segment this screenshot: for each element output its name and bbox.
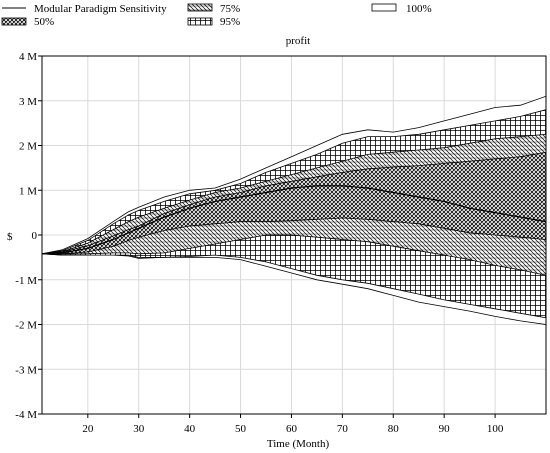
y-ticks: 4 M 3 M 2 M 1 M 0 -1 M -2 M -3 M -4 M xyxy=(15,51,42,421)
legend-swatch-100 xyxy=(371,3,397,12)
legend-label-line: Modular Paradigm Sensitivity xyxy=(34,3,167,15)
x-axis-label: Time (Month) xyxy=(267,438,330,450)
x-tick-label: 30 xyxy=(133,423,145,435)
y-axis-label: $ xyxy=(7,231,13,243)
y-tick-label: -1 M xyxy=(15,275,37,287)
y-tick-label: 3 M xyxy=(19,96,37,108)
legend-item-50: 50% xyxy=(1,16,54,28)
x-tick-label: 90 xyxy=(439,423,451,435)
legend-label-95: 95% xyxy=(220,16,240,28)
legend-swatch-50 xyxy=(1,17,27,26)
series xyxy=(41,185,547,255)
series-line xyxy=(41,185,547,255)
legend-label-75: 75% xyxy=(220,3,240,15)
legend: Modular Paradigm Sensitivity 50% 75% 95%… xyxy=(1,3,432,28)
x-ticks: 20 30 40 50 60 70 80 90 100 xyxy=(82,414,504,435)
legend-item-75: 75% xyxy=(187,3,240,15)
chart-title: profit xyxy=(286,35,310,47)
legend-label-100: 100% xyxy=(406,3,432,15)
x-tick-label: 100 xyxy=(487,423,504,435)
y-tick-label: 1 M xyxy=(19,185,37,197)
legend-swatch-95 xyxy=(187,17,213,26)
x-tick-label: 50 xyxy=(235,423,247,435)
y-tick-label: -4 M xyxy=(15,409,37,421)
bands xyxy=(41,95,547,325)
legend-item-95: 95% xyxy=(187,16,240,28)
x-tick-label: 40 xyxy=(184,423,196,435)
y-tick-label: 0 xyxy=(32,230,38,242)
y-tick-label: 4 M xyxy=(19,51,37,63)
x-tick-label: 70 xyxy=(337,423,349,435)
y-tick-label: -3 M xyxy=(15,364,37,376)
x-tick-label: 20 xyxy=(82,423,94,435)
y-tick-label: -2 M xyxy=(15,320,37,332)
legend-label-50: 50% xyxy=(34,16,54,28)
x-tick-label: 60 xyxy=(286,423,298,435)
legend-item-line: Modular Paradigm Sensitivity xyxy=(2,3,167,15)
x-tick-label: 80 xyxy=(388,423,400,435)
legend-swatch-75 xyxy=(187,3,213,12)
y-tick-label: 2 M xyxy=(19,141,37,153)
legend-item-100: 100% xyxy=(371,3,432,15)
